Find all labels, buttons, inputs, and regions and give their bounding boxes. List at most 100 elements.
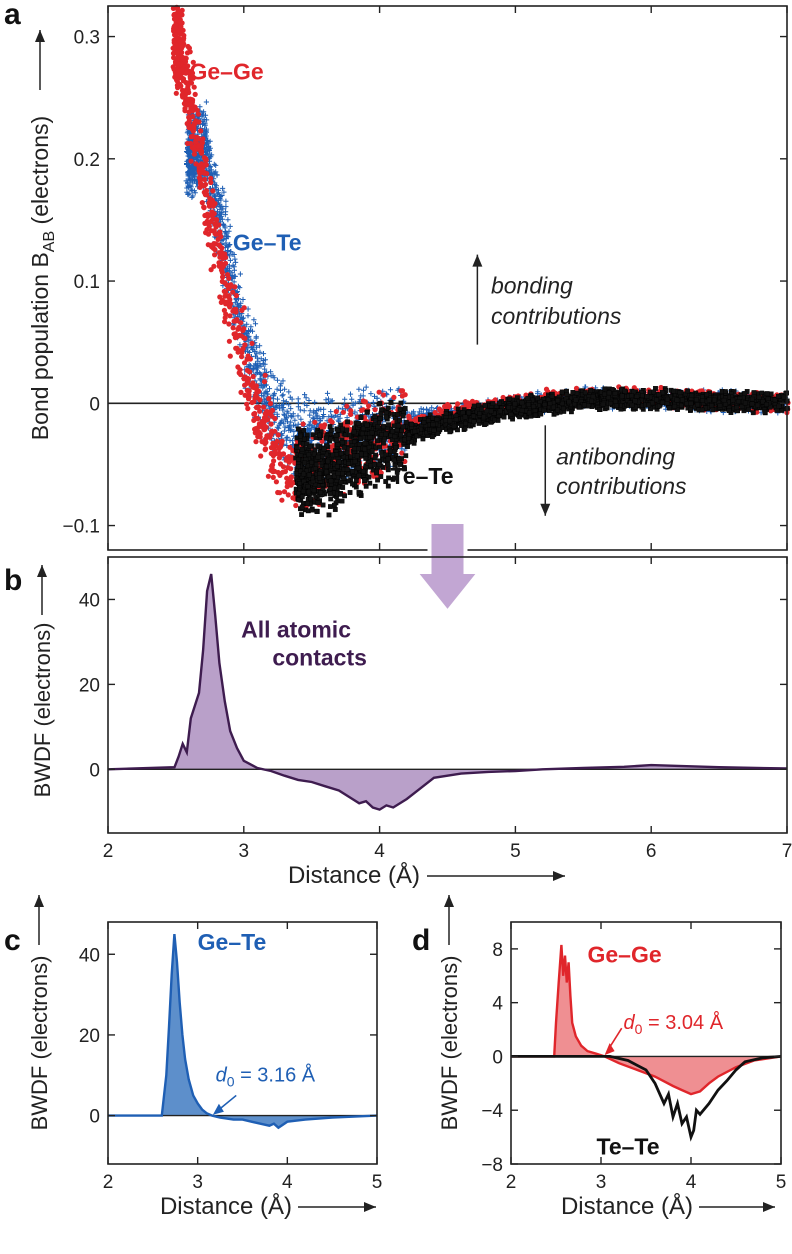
scatter-point [317,417,323,423]
scatter-point [204,227,210,233]
scatter-point [192,91,198,97]
scatter-point [432,410,438,416]
scatter-point [445,401,451,408]
scatter-point [262,440,268,447]
scatter-point [191,188,197,194]
scatter-point [280,407,286,413]
scatter-point [279,438,285,444]
scatter-point [292,417,298,423]
scatter-point [250,374,256,380]
scatter-point [230,325,236,331]
scatter-point [245,405,251,412]
scatter-point [298,416,304,422]
scatter-point [284,434,290,440]
scatter-point [262,372,268,378]
scatter-point [245,353,251,359]
scatter-point [285,425,291,431]
scatter-point [372,455,378,461]
scatter-point [270,442,277,448]
scatter-point [218,211,224,217]
scatter-point [171,65,177,72]
scatter-point [376,389,382,395]
scatter-point [420,436,426,442]
scatter-point [232,300,238,306]
scatter-point [208,212,214,218]
scatter-point [231,251,237,258]
scatter-point [398,400,404,406]
scatter-point [265,391,271,397]
scatter-point [250,347,256,353]
scatter-point [310,415,316,421]
scatter-point [314,414,320,420]
scatter-point [179,12,185,18]
scatter-point [285,482,291,488]
scatter-point [231,273,237,279]
scatter-point [370,399,376,405]
scatter-point [223,204,229,210]
scatter-point [282,386,288,392]
scatter-point [278,381,284,387]
scatter-point [245,396,252,402]
scatter-point [324,390,331,396]
scatter-point [276,403,282,409]
scatter-point [218,234,224,240]
scatter-point [291,429,297,435]
scatter-point [222,315,228,321]
scatter-point [286,402,292,408]
scatter-point [221,307,227,313]
scatter-point [240,315,247,321]
scatter-point [288,419,294,425]
scatter-point [312,419,318,425]
scatter-point [290,413,296,419]
scatter-point [347,391,354,397]
scatter-point [293,502,299,509]
scatter-point [179,49,185,56]
scatter-point [255,358,261,364]
scatter-point [233,306,239,312]
scatter-point [213,162,219,168]
scatter-point [262,390,268,396]
scatter-point [283,415,289,421]
scatter-point [280,392,286,398]
scatter-point [269,413,275,419]
scatter-point [279,393,285,399]
scatter-point [228,283,234,289]
scatter-point [313,410,319,416]
scatter-point [281,428,287,434]
scatter-point [223,240,229,246]
scatter-point [261,379,268,385]
scatter-point [261,404,267,410]
scatter-point [288,406,294,412]
scatter-point [250,380,256,386]
scatter-point [221,189,227,195]
scatter-point [307,408,313,414]
scatter-point [318,423,324,429]
scatter-point [204,147,210,153]
scatter-point [195,136,201,142]
scatter-point [203,126,210,132]
scatter-point [262,357,268,363]
scatter-point [236,324,242,331]
scatter-point [307,412,313,418]
scatter-point [199,200,205,206]
scatter-point [190,133,196,139]
scatter-point [185,136,191,142]
scatter-point [290,422,297,428]
scatter-point [181,32,187,39]
scatter-point [172,25,179,31]
scatter-point [277,461,284,467]
scatter-point [231,318,237,324]
scatter-point [326,512,332,518]
scatter-point [559,389,565,395]
scatter-point [179,20,185,26]
scatter-point [233,259,239,265]
scatter-point [437,407,443,413]
scatter-point [182,108,188,114]
scatter-point [227,257,233,263]
scatter-point [223,209,229,215]
scatter-point [179,75,185,81]
scatter-point [218,204,224,210]
scatter-point [219,270,225,276]
scatter-point [295,413,301,419]
scatter-point [409,410,415,416]
